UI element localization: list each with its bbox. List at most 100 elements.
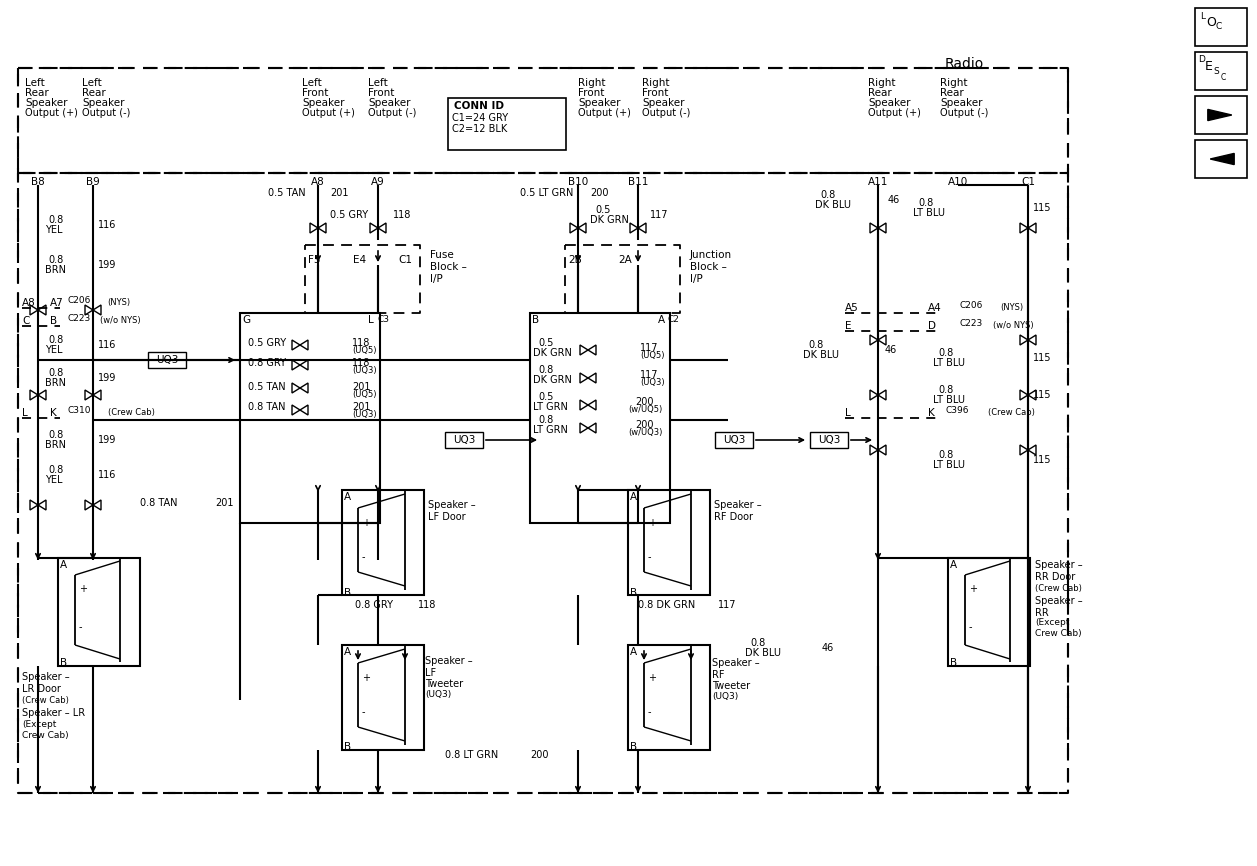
Text: (NYS): (NYS) [107,298,131,307]
Bar [628,645,710,750]
Text: (UQ5): (UQ5) [352,390,377,399]
Text: 117: 117 [640,370,659,380]
Text: C1: C1 [1021,177,1035,187]
Polygon shape [300,340,308,350]
Text: B10: B10 [568,177,588,187]
Text: 115: 115 [1033,455,1052,465]
Text: LT GRN: LT GRN [533,425,568,435]
Text: -: - [649,552,651,562]
Text: (Crew Cab): (Crew Cab) [108,408,155,417]
Polygon shape [378,223,386,233]
Text: 0.5 GRY: 0.5 GRY [331,210,368,220]
Polygon shape [370,223,378,233]
Text: 0.8 TAN: 0.8 TAN [248,402,285,412]
Text: Output (-): Output (-) [368,108,416,118]
Text: B8: B8 [31,177,45,187]
Text: LR Door: LR Door [23,684,60,694]
Polygon shape [85,305,93,315]
Text: I/P: I/P [430,274,442,284]
Text: Output (+): Output (+) [578,108,631,118]
Text: 0.8: 0.8 [538,415,553,425]
Text: Left: Left [302,78,322,88]
Polygon shape [588,423,596,433]
Polygon shape [292,383,300,393]
Text: 0.5 LT GRN: 0.5 LT GRN [520,188,573,198]
Text: DK BLU: DK BLU [803,350,838,360]
Text: 0.5: 0.5 [595,205,611,215]
Bar [148,352,186,368]
Text: C: C [1216,22,1222,31]
Text: -: - [649,707,651,717]
Polygon shape [1019,390,1028,400]
Text: A: A [950,560,957,570]
Text: A: A [630,492,637,502]
Text: Speaker –: Speaker – [425,656,473,666]
Polygon shape [93,305,101,315]
Bar [1195,8,1247,46]
Text: 0.8 DK GRN: 0.8 DK GRN [639,600,695,610]
Text: 0.5 TAN: 0.5 TAN [248,382,285,392]
Bar [1195,96,1247,134]
Text: Rear: Rear [25,88,49,98]
Polygon shape [870,223,877,233]
Text: L: L [23,408,28,418]
Polygon shape [630,223,639,233]
Text: Speaker: Speaker [578,98,621,108]
Text: Speaker –: Speaker – [1035,596,1082,606]
Text: DK BLU: DK BLU [815,200,851,210]
Text: G: G [243,315,250,325]
Text: Front: Front [368,88,395,98]
Text: D: D [1198,55,1205,64]
Text: A: A [344,492,351,502]
Text: 0.5: 0.5 [538,338,553,348]
Text: S: S [1213,67,1219,76]
Text: LF Door: LF Door [427,512,465,522]
Text: D: D [928,321,936,331]
Text: A9: A9 [371,177,385,187]
Text: C223: C223 [960,319,983,328]
Text: 116: 116 [98,220,117,230]
Text: C396: C396 [945,406,968,415]
Text: RR Door: RR Door [1035,572,1075,582]
Polygon shape [38,500,47,510]
Text: 0.5: 0.5 [538,392,553,402]
Text: B11: B11 [627,177,649,187]
Text: LT GRN: LT GRN [533,402,568,412]
Text: BRN: BRN [45,440,67,450]
Text: 0.8: 0.8 [48,368,63,378]
Text: 201: 201 [352,402,371,412]
Text: -: - [969,622,973,632]
Polygon shape [300,383,308,393]
Polygon shape [93,390,101,400]
Text: Front: Front [642,88,669,98]
Text: -: - [79,622,83,632]
Polygon shape [579,373,588,383]
Text: 115: 115 [1033,203,1052,213]
Text: CONN ID: CONN ID [454,101,504,111]
Text: Output (+): Output (+) [869,108,921,118]
Text: E: E [1205,60,1213,73]
Text: Tweeter: Tweeter [711,681,750,691]
Text: Output (+): Output (+) [302,108,354,118]
Text: 0.8: 0.8 [750,638,766,648]
Text: Speaker: Speaker [869,98,910,108]
Polygon shape [870,390,877,400]
Text: Rear: Rear [869,88,891,98]
Text: 115: 115 [1033,353,1052,363]
Text: 0.8: 0.8 [48,335,63,345]
Text: 200: 200 [635,397,654,407]
Text: (w/UQ5): (w/UQ5) [628,405,662,414]
Polygon shape [877,335,886,345]
Text: Tweeter: Tweeter [425,679,463,689]
Text: LT BLU: LT BLU [913,208,945,218]
Text: L: L [1200,12,1205,21]
Text: B: B [60,658,67,668]
Text: 0.8: 0.8 [538,365,553,375]
Text: (w/o NYS): (w/o NYS) [101,316,141,325]
Polygon shape [877,223,886,233]
Polygon shape [1028,223,1036,233]
Text: 0.8: 0.8 [918,198,933,208]
Text: 200: 200 [635,420,654,430]
Polygon shape [579,400,588,410]
Text: A8: A8 [312,177,324,187]
